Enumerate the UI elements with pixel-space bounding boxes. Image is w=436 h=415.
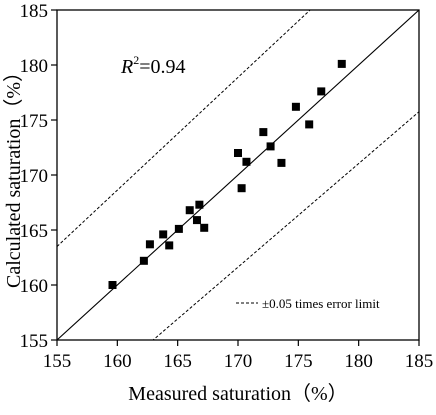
legend-label: ±0.05 times error limit xyxy=(262,296,380,311)
r-squared-annotation: R2=0.94 xyxy=(120,53,186,78)
data-point xyxy=(159,230,168,239)
data-point xyxy=(291,102,300,111)
y-tick-label: 155 xyxy=(20,331,49,352)
data-point xyxy=(195,200,204,209)
data-point xyxy=(266,142,275,151)
data-point xyxy=(234,149,242,157)
data-point xyxy=(165,241,174,250)
data-point xyxy=(185,206,194,215)
data-point xyxy=(337,59,346,68)
x-tick-label: 180 xyxy=(344,351,373,372)
y-tick-label: 170 xyxy=(20,166,49,187)
error-limit-line-1 xyxy=(57,10,311,247)
y-tick-label: 180 xyxy=(20,56,49,77)
data-point xyxy=(139,256,148,265)
data-point xyxy=(192,216,201,225)
x-tick-label: 185 xyxy=(405,351,434,372)
data-point xyxy=(145,240,154,249)
data-point xyxy=(174,224,183,233)
x-tick-label: 160 xyxy=(103,351,132,372)
data-point xyxy=(277,158,286,167)
x-tick-label: 155 xyxy=(43,351,72,372)
y-tick-label: 160 xyxy=(20,276,49,297)
y-tick-label: 185 xyxy=(20,1,49,22)
data-point xyxy=(259,128,268,137)
x-tick-label: 170 xyxy=(224,351,253,372)
data-point xyxy=(237,184,246,193)
error-limit-line-2 xyxy=(152,111,419,340)
data-point xyxy=(200,223,209,232)
x-tick-label: 165 xyxy=(163,351,192,372)
y-tick-label: 175 xyxy=(20,111,49,132)
x-axis-title: Measured saturation（%） xyxy=(128,382,347,405)
y-axis-title: Calculated saturation（%） xyxy=(2,62,25,288)
one-to-one-line xyxy=(57,10,419,340)
y-tick-label: 165 xyxy=(20,221,49,242)
data-point xyxy=(242,157,251,166)
data-point xyxy=(305,120,314,129)
data-point xyxy=(108,281,117,289)
data-point xyxy=(317,87,326,96)
x-tick-label: 175 xyxy=(284,351,313,372)
